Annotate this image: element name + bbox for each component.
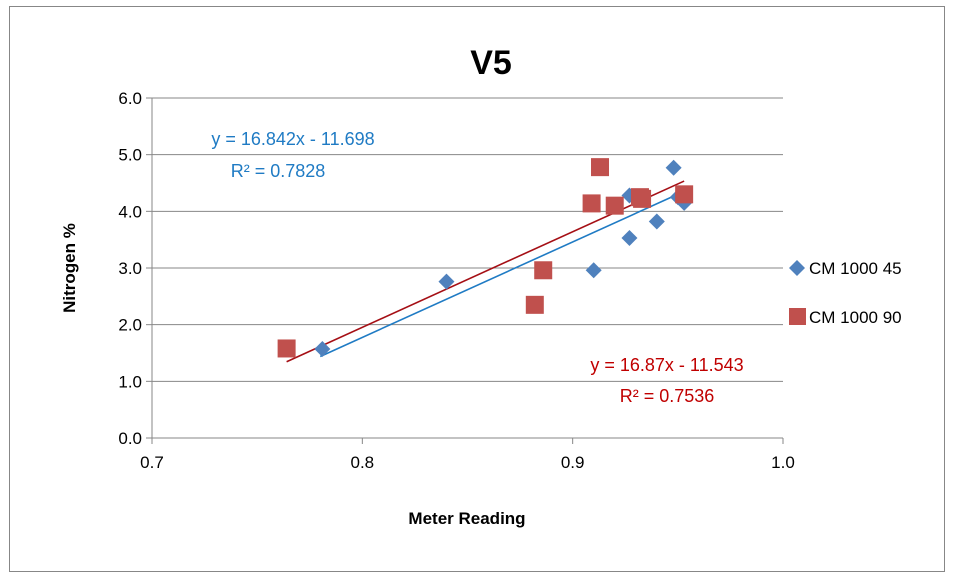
y-tick-label: 1.0 — [118, 372, 142, 391]
y-tick-label: 6.0 — [118, 89, 142, 108]
equation-series-1: y = 16.842x - 11.698 — [211, 129, 374, 149]
data-point-series-2 — [525, 295, 544, 314]
data-point-series-1 — [438, 273, 455, 290]
axes: 0.0 1.0 2.0 3.0 4.0 5.0 6.0 0.7 0.8 0.9 1.0 — [118, 89, 794, 472]
legend-marker-series-2 — [789, 308, 806, 325]
y-tick-label: 0.0 — [118, 429, 142, 448]
grid-lines — [152, 97, 783, 382]
data-point-series-2 — [591, 158, 610, 177]
chart-area — [9, 6, 945, 572]
data-point-series-2 — [675, 185, 694, 204]
data-point-series-2 — [277, 339, 296, 358]
x-tick-label: 1.0 — [771, 453, 795, 472]
y-axis-title: Nitrogen % — [60, 223, 79, 313]
data-point-series-1 — [665, 159, 682, 176]
x-axis-title: Meter Reading — [408, 509, 525, 528]
chart-title: V5 — [470, 44, 512, 82]
data-points — [277, 158, 694, 358]
legend-marker-series-1 — [789, 260, 805, 276]
y-tick-label: 3.0 — [118, 259, 142, 278]
trendline-series-2 — [286, 180, 685, 363]
data-point-series-1 — [621, 229, 638, 246]
data-point-series-2 — [582, 194, 601, 213]
x-tick-label: 0.7 — [140, 453, 164, 472]
r2-series-2: R² = 0.7536 — [620, 386, 715, 406]
data-point-series-1 — [585, 262, 602, 279]
data-point-series-1 — [648, 213, 665, 230]
trendlines — [286, 180, 685, 363]
equation-series-2: y = 16.87x - 11.543 — [590, 355, 743, 375]
y-tick-label: 5.0 — [118, 146, 142, 165]
data-point-series-2 — [633, 189, 652, 208]
y-tick-label: 4.0 — [118, 202, 142, 221]
y-tick-label: 2.0 — [118, 316, 142, 335]
x-tick-label: 0.8 — [351, 453, 375, 472]
r2-series-1: R² = 0.7828 — [231, 161, 326, 181]
legend: CM 1000 45 CM 1000 90 — [789, 259, 902, 327]
data-point-series-1 — [314, 341, 331, 358]
x-tick-label: 0.9 — [561, 453, 585, 472]
legend-label-series-2: CM 1000 90 — [809, 308, 902, 327]
data-point-series-2 — [605, 196, 624, 215]
legend-label-series-1: CM 1000 45 — [809, 259, 902, 278]
data-point-series-2 — [534, 261, 553, 280]
trendline-series-1 — [319, 190, 685, 358]
